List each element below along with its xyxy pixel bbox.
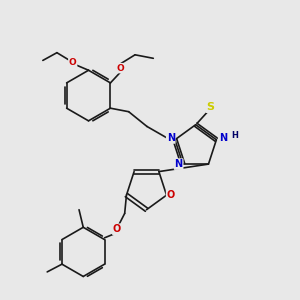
Text: S: S	[206, 102, 214, 112]
Text: O: O	[69, 58, 76, 67]
Text: O: O	[116, 64, 124, 73]
Text: H: H	[231, 131, 238, 140]
Text: N: N	[175, 159, 183, 169]
Text: N: N	[219, 133, 227, 143]
Text: N: N	[167, 133, 175, 143]
Text: O: O	[167, 190, 175, 200]
Text: O: O	[113, 224, 121, 234]
